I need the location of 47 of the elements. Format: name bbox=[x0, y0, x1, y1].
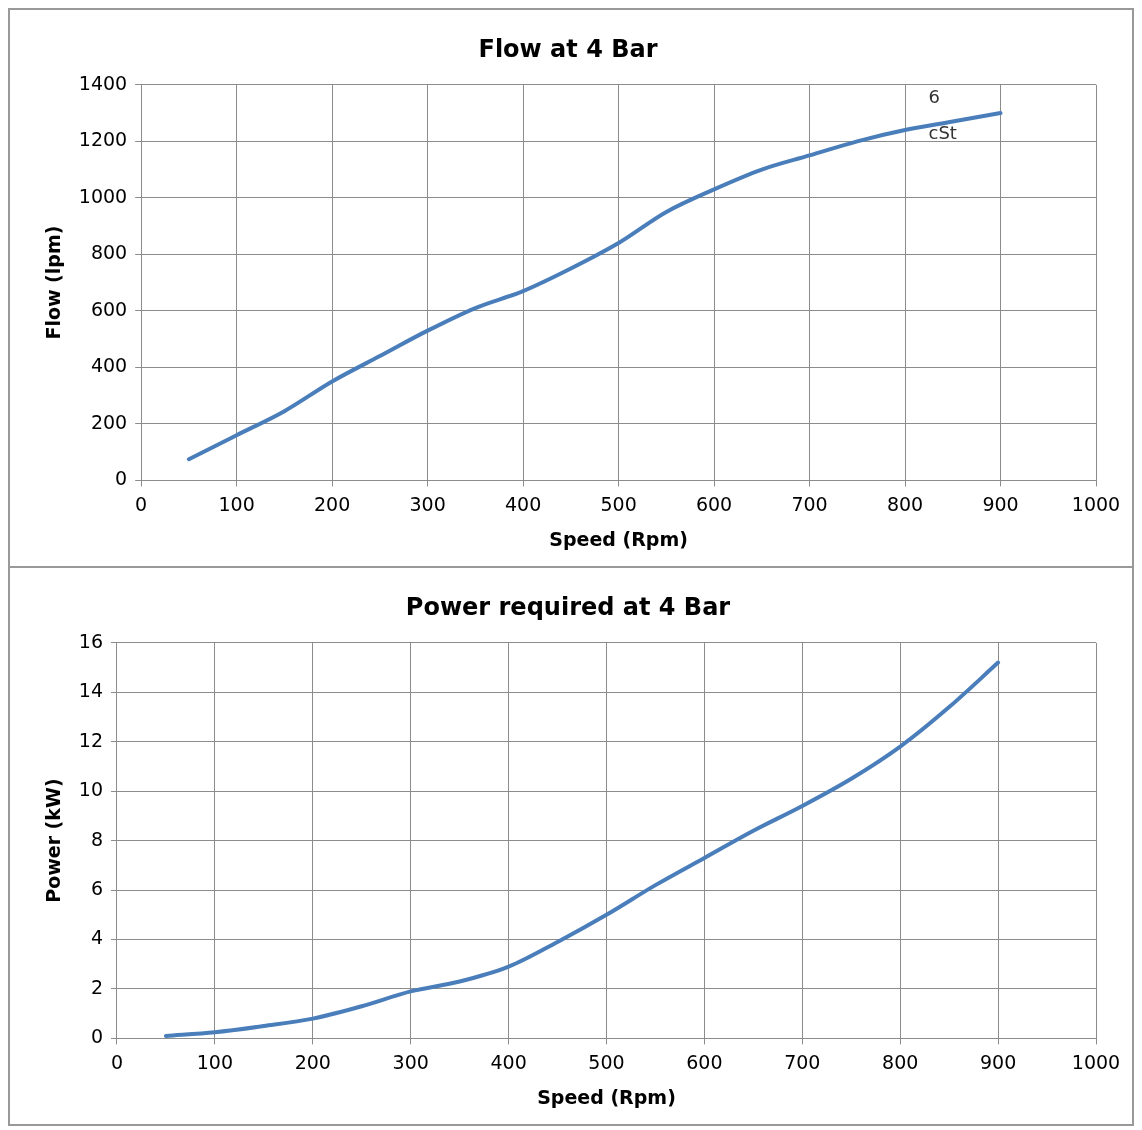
x-tick-label: 400 bbox=[490, 1050, 527, 1073]
y-tick-label: 1200 bbox=[78, 128, 128, 151]
x-tick-label: 0 bbox=[135, 492, 148, 515]
x-tick-label: 600 bbox=[686, 1050, 723, 1073]
x-tick-label: 200 bbox=[313, 492, 351, 515]
y-tick-label: 6 bbox=[90, 876, 103, 899]
chart-title: Flow at 4 Bar bbox=[478, 34, 658, 63]
x-tick-label: 900 bbox=[982, 492, 1019, 515]
y-tick-label: 400 bbox=[90, 354, 128, 377]
y-tick-label: 200 bbox=[90, 410, 128, 433]
x-tick-label: 200 bbox=[294, 1050, 331, 1073]
y-tick-label: 10 bbox=[78, 778, 103, 801]
x-tick-label: 700 bbox=[784, 1050, 821, 1073]
y-tick-label: 0 bbox=[115, 467, 128, 490]
y-axis-title: Flow (lpm) bbox=[42, 225, 65, 340]
x-axis-title: Speed (Rpm) bbox=[549, 527, 688, 550]
x-axis-title: Speed (Rpm) bbox=[537, 1085, 676, 1108]
y-tick-label: 8 bbox=[90, 827, 103, 850]
y-axis-title: Power (kW) bbox=[42, 778, 65, 903]
y-tick-label: 1400 bbox=[78, 71, 128, 94]
chart-title: Power required at 4 Bar bbox=[405, 592, 731, 621]
y-tick-label: 16 bbox=[78, 629, 103, 652]
series-label: 6 cSt bbox=[928, 86, 957, 144]
x-tick-label: 700 bbox=[791, 492, 828, 515]
x-tick-label: 400 bbox=[504, 492, 542, 515]
y-tick-label: 0 bbox=[90, 1025, 103, 1048]
y-tick-label: 1000 bbox=[78, 184, 128, 207]
y-tick-label: 12 bbox=[78, 728, 103, 751]
x-tick-label: 1000 bbox=[1071, 1050, 1121, 1073]
x-tick-label: 100 bbox=[218, 492, 255, 515]
x-tick-label: 900 bbox=[979, 1050, 1017, 1073]
y-tick-label: 800 bbox=[90, 241, 128, 264]
y-tick-label: 14 bbox=[78, 679, 103, 702]
x-tick-label: 300 bbox=[409, 492, 446, 515]
y-tick-label: 600 bbox=[90, 297, 128, 320]
x-tick-label: 500 bbox=[600, 492, 637, 515]
x-tick-label: 600 bbox=[695, 492, 733, 515]
x-tick-label: 100 bbox=[196, 1050, 234, 1073]
x-tick-label: 500 bbox=[588, 1050, 625, 1073]
x-tick-label: 800 bbox=[882, 1050, 919, 1073]
x-tick-label: 300 bbox=[392, 1050, 429, 1073]
x-tick-label: 1000 bbox=[1071, 492, 1121, 515]
y-tick-label: 2 bbox=[90, 975, 103, 998]
line-series bbox=[186, 111, 1003, 462]
line-series bbox=[163, 660, 1001, 1038]
x-tick-label: 800 bbox=[886, 492, 924, 515]
y-tick-label: 4 bbox=[90, 926, 103, 949]
